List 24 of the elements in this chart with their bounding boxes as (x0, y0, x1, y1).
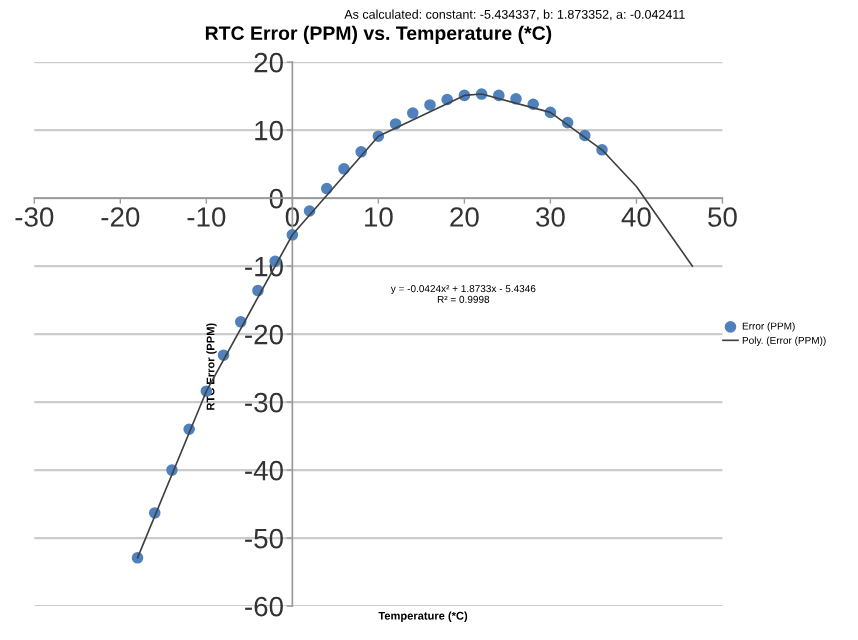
x-tick-label: 40 (621, 207, 651, 227)
point (320, 182, 333, 195)
x-tick-label: -10 (187, 207, 226, 227)
x-tick-label: 10 (365, 207, 393, 227)
y-tick-label: -40 (245, 460, 283, 481)
point (389, 118, 402, 130)
x-tick-label: -20 (101, 207, 140, 227)
y-tick-label: 0 (269, 188, 283, 209)
x-tick-label: 30 (536, 207, 565, 227)
x-tick-label: -30 (15, 207, 54, 227)
chart-title: RTC Error (PPM) vs. Temperature (*C) (205, 25, 552, 44)
x-tick-label: 20 (450, 207, 479, 227)
y-tick-label: -50 (245, 528, 283, 549)
y-tick-label: 10 (255, 120, 283, 141)
point (407, 107, 419, 119)
point (338, 163, 350, 175)
y-tick-label: -60 (245, 596, 283, 617)
y-tick-label: -30 (245, 392, 283, 413)
x-tick-label: 50 (708, 207, 737, 227)
y-tick-label: -20 (245, 324, 283, 345)
x-tick-label: 0 (285, 207, 299, 227)
y-tick-label: 20 (254, 52, 283, 73)
point (510, 93, 522, 105)
point (424, 99, 436, 111)
